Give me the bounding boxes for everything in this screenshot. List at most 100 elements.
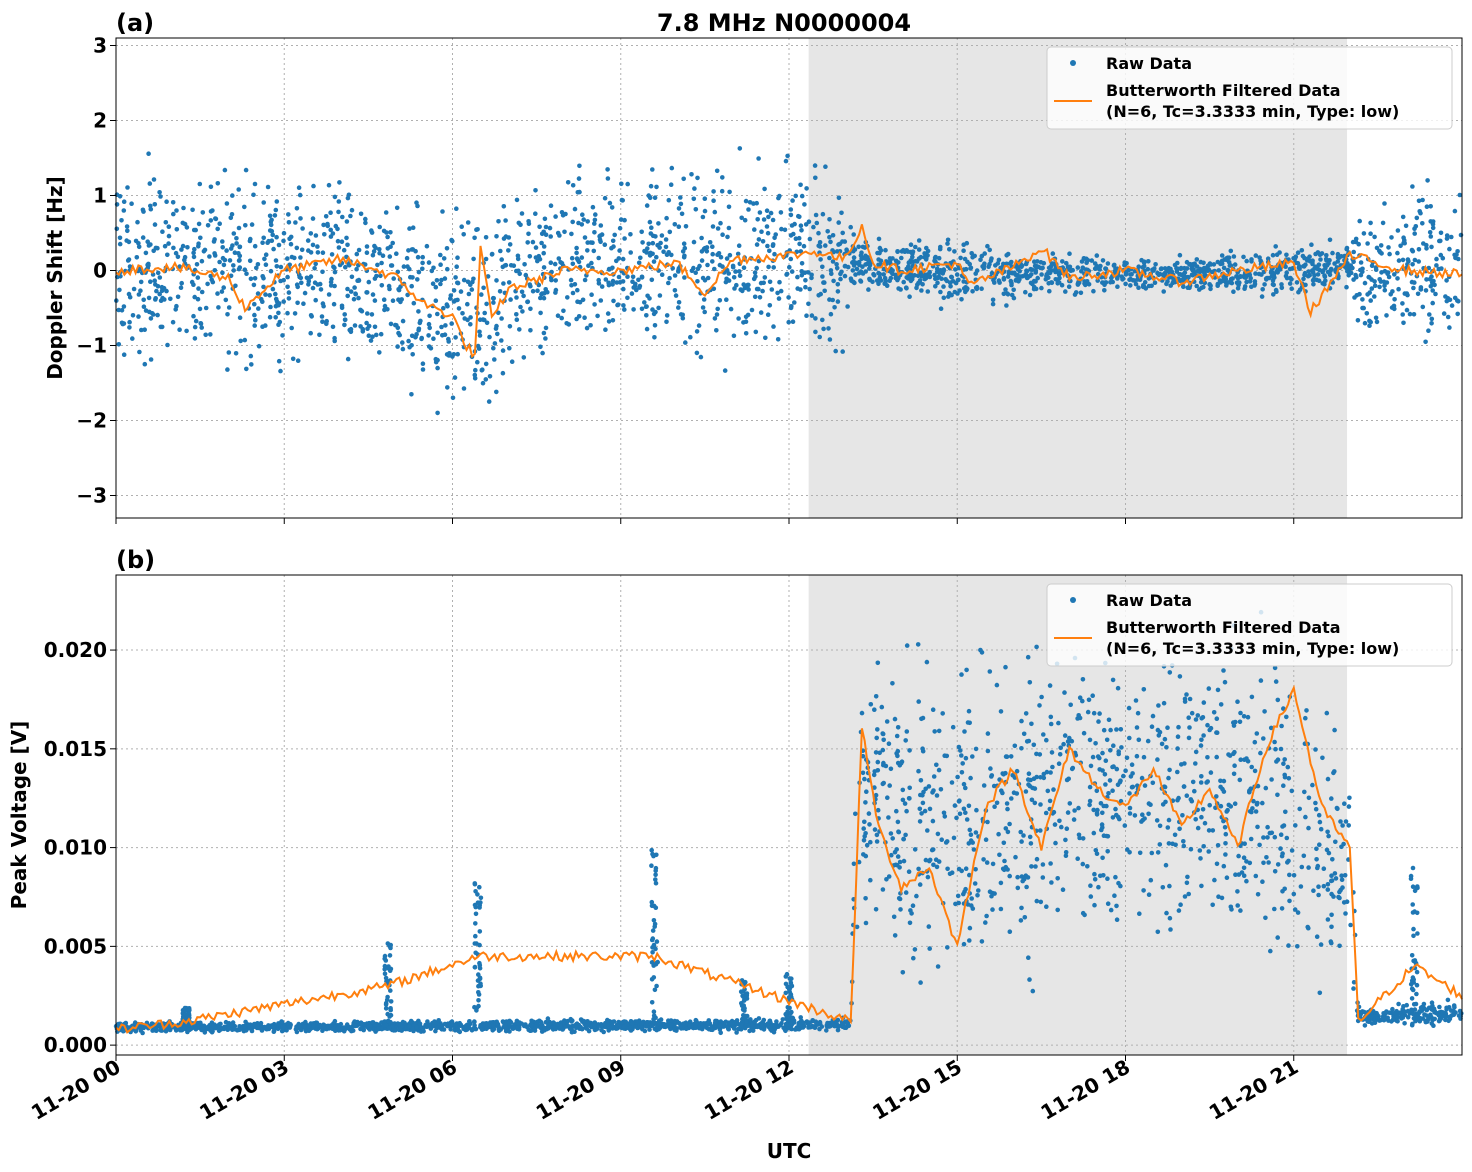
raw-point <box>252 276 258 281</box>
raw-point <box>1385 271 1390 277</box>
raw-point <box>196 221 202 227</box>
raw-point <box>541 295 547 301</box>
raw-point <box>461 232 467 237</box>
raw-point <box>468 322 473 327</box>
raw-point <box>416 309 421 314</box>
raw-point <box>1057 275 1062 281</box>
raw-point <box>917 806 923 812</box>
raw-point <box>1416 247 1422 252</box>
raw-point <box>592 302 597 307</box>
raw-point <box>1095 278 1100 283</box>
raw-point <box>1314 934 1320 939</box>
raw-point <box>1342 801 1347 806</box>
raw-point <box>1311 282 1316 287</box>
raw-point <box>1195 713 1201 718</box>
raw-point <box>198 321 204 327</box>
raw-point <box>1122 823 1128 828</box>
raw-point <box>959 770 965 775</box>
raw-point <box>483 361 489 367</box>
raw-point <box>127 319 132 325</box>
raw-point <box>1284 252 1289 258</box>
raw-point <box>179 247 184 252</box>
raw-point <box>1064 260 1069 266</box>
raw-point <box>822 288 827 294</box>
raw-point <box>1105 849 1110 854</box>
raw-point <box>158 1028 163 1033</box>
raw-point <box>1238 908 1243 913</box>
raw-point <box>592 221 597 226</box>
raw-point <box>582 315 587 321</box>
raw-point <box>790 198 795 203</box>
raw-point <box>1141 687 1147 692</box>
raw-point <box>1410 184 1415 189</box>
raw-point <box>698 354 704 360</box>
raw-point <box>520 309 525 314</box>
raw-point <box>247 238 253 244</box>
raw-point <box>611 244 616 249</box>
raw-point <box>1420 221 1425 226</box>
raw-point <box>173 250 179 256</box>
raw-point <box>541 265 547 270</box>
raw-point <box>309 314 315 319</box>
raw-point <box>611 298 616 304</box>
raw-point <box>818 257 823 262</box>
raw-point <box>364 320 369 326</box>
raw-point <box>297 192 303 198</box>
raw-point <box>863 920 869 926</box>
raw-point <box>1221 863 1227 869</box>
raw-point <box>687 1023 693 1028</box>
raw-point <box>681 241 687 246</box>
raw-point <box>1307 272 1312 278</box>
raw-point <box>642 300 647 305</box>
raw-point <box>243 1019 248 1025</box>
raw-point <box>1281 823 1287 828</box>
raw-point <box>1315 272 1321 277</box>
raw-point <box>500 370 506 376</box>
raw-point <box>560 1027 565 1032</box>
raw-point <box>1324 263 1329 268</box>
raw-point <box>349 1028 354 1034</box>
raw-point <box>820 211 826 217</box>
raw-point <box>1135 277 1140 282</box>
raw-point <box>525 299 530 305</box>
raw-point <box>1216 894 1221 899</box>
raw-point <box>860 770 866 776</box>
raw-point <box>126 239 132 245</box>
raw-point <box>957 811 963 817</box>
raw-point <box>1127 811 1133 816</box>
raw-point <box>916 768 921 774</box>
raw-point <box>863 853 869 859</box>
raw-point <box>439 324 444 330</box>
raw-point <box>1275 792 1280 798</box>
raw-point <box>1119 745 1124 750</box>
raw-point <box>222 167 228 173</box>
raw-point <box>784 272 789 277</box>
raw-point <box>410 225 416 230</box>
raw-point <box>727 252 733 258</box>
raw-point <box>1373 315 1379 321</box>
raw-point <box>1077 835 1082 841</box>
legend-a-filt-label-1: Butterworth Filtered Data <box>1106 81 1341 100</box>
raw-point <box>933 857 939 862</box>
raw-point <box>1405 1015 1411 1020</box>
raw-point <box>377 247 382 252</box>
raw-point <box>606 282 612 288</box>
raw-point <box>325 223 331 229</box>
raw-point <box>1392 272 1397 277</box>
raw-point <box>280 333 285 338</box>
raw-point <box>1023 789 1029 794</box>
raw-point <box>1167 670 1173 675</box>
raw-point <box>142 327 147 333</box>
raw-point <box>935 831 941 837</box>
raw-point <box>1285 764 1291 770</box>
raw-point <box>387 286 392 292</box>
raw-point <box>1027 977 1032 982</box>
raw-point <box>1037 703 1042 708</box>
raw-point <box>1354 274 1359 280</box>
raw-point <box>208 273 213 279</box>
raw-point <box>559 210 565 215</box>
raw-point <box>1455 311 1460 317</box>
raw-point <box>973 285 979 291</box>
raw-point <box>1353 236 1359 242</box>
raw-point <box>699 249 705 254</box>
